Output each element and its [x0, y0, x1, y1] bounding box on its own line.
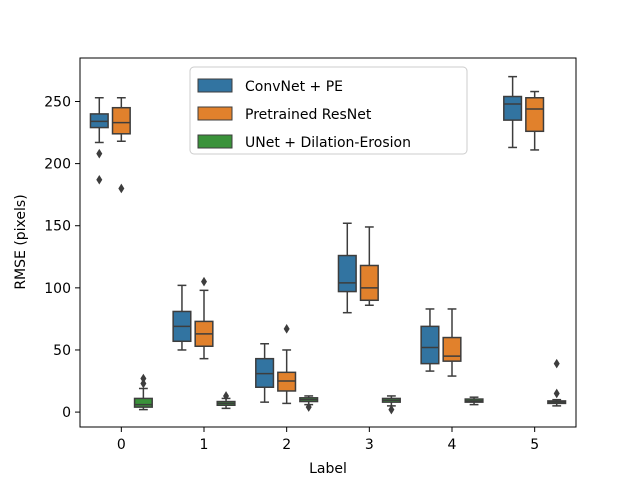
y-tick-label: 100 — [44, 281, 71, 297]
outlier-point — [96, 148, 103, 159]
box-series-1-cat-4 — [442, 308, 462, 377]
box-series-2-cat-1 — [216, 391, 236, 410]
box-series-0-cat-1 — [172, 284, 192, 351]
iqr-box — [442, 336, 462, 362]
plot-frame — [79, 57, 577, 428]
x-axis-title: Label — [309, 461, 347, 477]
outlier-point — [283, 324, 290, 334]
iqr-box — [337, 254, 357, 293]
legend-label: UNet + Dilation-Erosion — [245, 135, 411, 151]
legend-swatch — [197, 78, 233, 93]
box-series-1-cat-3 — [359, 226, 379, 306]
iqr-box — [359, 264, 379, 302]
legend-label: Pretrained ResNet — [245, 107, 372, 123]
box-series-0-cat-0 — [89, 97, 109, 185]
y-tick-label: 50 — [53, 343, 71, 359]
box-series-1-cat-2 — [277, 324, 297, 405]
y-tick-label: 200 — [44, 157, 71, 173]
legend: ConvNet + PE Pretrained ResNet UNet + Dila… — [189, 66, 468, 155]
outlier-point — [223, 391, 230, 401]
outlier-point — [96, 174, 103, 185]
outlier-point — [140, 378, 147, 389]
y-axis: 0 50 100 150 200 250 — [44, 94, 80, 421]
x-tick-label: 2 — [282, 437, 291, 453]
outlier-point — [201, 276, 207, 287]
outlier-point — [553, 358, 560, 369]
iqr-box — [133, 397, 153, 408]
box-series-0-cat-2 — [255, 343, 275, 403]
outlier-point — [388, 404, 395, 415]
box-series-1-cat-1 — [194, 276, 214, 360]
y-tick-label: 250 — [44, 94, 71, 110]
legend-swatch — [197, 106, 233, 121]
box-series-0-cat-5 — [503, 75, 523, 149]
legend-label: ConvNet + PE — [245, 79, 343, 95]
y-tick-label: 150 — [44, 219, 71, 235]
iqr-box — [420, 325, 440, 365]
x-tick-label: 3 — [365, 437, 374, 453]
legend-frame — [189, 66, 468, 155]
box-series-0-cat-3 — [337, 222, 357, 314]
x-axis: 0 1 2 3 4 5 — [117, 427, 539, 453]
x-tick-label: 4 — [448, 437, 457, 453]
box-series-2-cat-4 — [464, 396, 484, 406]
y-axis-title: RMSE (pixels) — [13, 194, 29, 289]
outlier-point — [140, 373, 147, 384]
box-series-1-cat-0 — [111, 97, 131, 194]
plot-area — [89, 75, 567, 415]
iqr-box — [525, 97, 545, 133]
outlier-point — [553, 388, 560, 399]
outlier-point — [118, 183, 125, 194]
box-series-1-cat-5 — [525, 90, 545, 151]
iqr-box — [503, 95, 523, 121]
x-tick-label: 0 — [117, 437, 126, 453]
box-series-2-cat-0 — [133, 373, 153, 411]
box-series-2-cat-3 — [381, 395, 401, 415]
box-series-2-cat-2 — [299, 395, 319, 412]
x-tick-label: 5 — [530, 437, 539, 453]
x-tick-label: 1 — [200, 437, 209, 453]
box-series-0-cat-4 — [420, 308, 440, 372]
iqr-box — [111, 106, 131, 135]
outlier-point — [305, 402, 312, 412]
legend-swatch — [197, 134, 233, 149]
y-tick-label: 0 — [62, 405, 71, 421]
box-series-2-cat-5 — [547, 358, 567, 407]
